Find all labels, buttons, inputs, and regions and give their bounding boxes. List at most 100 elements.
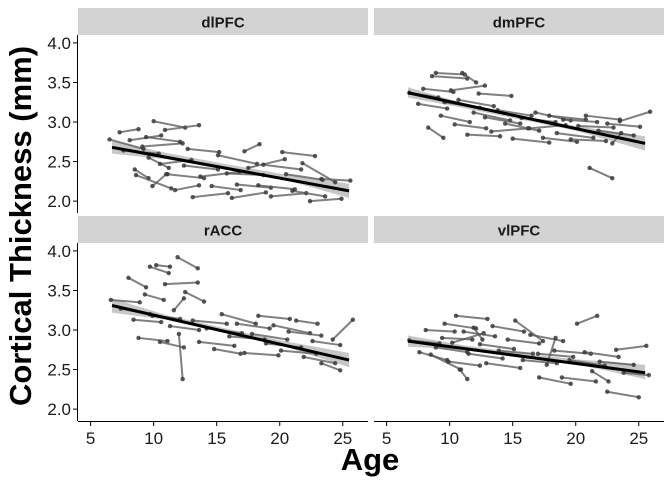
axes-group: 2.0 2.5 3.0 3.5 4.0 2.0 2.5 3.0 3.5 4.0 5 10 15 20 25 5… xyxy=(47,34,664,448)
subject-line-vlpfc-31 xyxy=(599,360,634,366)
subject-line-racc-17 xyxy=(198,340,235,347)
subject-line-dmpfc-6 xyxy=(440,114,471,123)
subject-line-dlpfc-33 xyxy=(309,197,342,203)
data-point-vlpfc-7-0 xyxy=(446,359,451,364)
data-point-vlpfc-18-1 xyxy=(536,341,542,346)
data-point-dlpfc-20-0 xyxy=(215,153,221,158)
data-point-vlpfc-5-0 xyxy=(439,335,445,341)
data-point-racc-14-1 xyxy=(180,376,185,382)
data-point-racc-16-0 xyxy=(190,318,195,323)
data-point-racc-11-1 xyxy=(196,327,202,333)
data-point-dmpfc-24-0 xyxy=(547,113,552,118)
data-point-vlpfc-29-1 xyxy=(616,354,621,360)
data-point-dmpfc-12-1 xyxy=(497,134,503,139)
data-point-dmpfc-19-1 xyxy=(547,140,552,145)
data-point-racc-4-0 xyxy=(136,335,141,341)
subject-line-vlpfc-17 xyxy=(498,349,533,355)
subject-line-vlpfc-7 xyxy=(448,360,481,367)
subject-line-racc-16 xyxy=(192,319,227,325)
data-point-dlpfc-8-0 xyxy=(146,155,151,160)
subject-line-dmpfc-15 xyxy=(484,116,521,125)
data-point-dlpfc-27-1 xyxy=(298,167,304,172)
data-point-dmpfc-15-0 xyxy=(482,115,488,120)
data-point-vlpfc-23-1 xyxy=(568,381,573,387)
x-axis-title: Age xyxy=(341,442,400,477)
subject-line-dlpfc-24 xyxy=(244,143,260,153)
subject-line-racc-30 xyxy=(295,319,318,325)
data-point-dmpfc-23-0 xyxy=(540,135,546,141)
data-point-dlpfc-33-1 xyxy=(339,196,344,201)
data-point-dlpfc-10-0 xyxy=(151,119,156,124)
data-point-racc-20-0 xyxy=(219,312,224,317)
data-point-dlpfc-25-0 xyxy=(246,165,251,171)
subject-line-dlpfc-25 xyxy=(247,158,286,169)
data-point-vlpfc-26-0 xyxy=(559,375,565,380)
data-point-vlpfc-21-0 xyxy=(528,332,533,337)
subject-line-racc-13 xyxy=(177,256,199,270)
subject-line-dlpfc-10 xyxy=(153,120,186,129)
data-point-dmpfc-15-1 xyxy=(518,121,523,126)
data-point-dmpfc-30-1 xyxy=(610,175,615,181)
data-point-dmpfc-11-0 xyxy=(460,70,465,76)
x-tick-label-col0-3: 20 xyxy=(270,429,289,448)
data-point-dmpfc-14-0 xyxy=(476,91,481,96)
subject-line-dlpfc-5 xyxy=(135,174,172,190)
strip-title-racc: rACC xyxy=(204,223,243,240)
data-point-vlpfc-11-1 xyxy=(492,334,498,339)
subject-line-racc-23 xyxy=(244,351,279,357)
y-tick-label-row1-3: 3.5 xyxy=(47,281,71,300)
data-point-racc-24-0 xyxy=(249,331,255,337)
subject-line-dlpfc-1 xyxy=(119,128,139,134)
data-point-dmpfc-9-1 xyxy=(484,126,489,131)
subject-line-racc-10 xyxy=(164,281,198,286)
data-point-dlpfc-21-0 xyxy=(224,171,229,176)
subject-line-vlpfc-27 xyxy=(569,359,605,367)
data-point-vlpfc-28-0 xyxy=(574,321,580,326)
data-point-vlpfc-22-0 xyxy=(535,351,541,356)
data-point-vlpfc-9-1 xyxy=(485,316,490,322)
panel-racc: rACC xyxy=(78,216,368,382)
data-point-dlpfc-32-1 xyxy=(333,179,338,185)
data-point-dmpfc-3-1 xyxy=(441,135,446,141)
subject-line-dmpfc-29 xyxy=(585,114,620,121)
data-point-dlpfc-3-0 xyxy=(127,138,132,143)
data-point-dmpfc-33-1 xyxy=(618,130,624,136)
data-point-racc-29-0 xyxy=(286,329,291,334)
data-point-racc-23-0 xyxy=(242,350,247,356)
subject-line-dlpfc-22 xyxy=(231,191,267,199)
data-point-racc-5-1 xyxy=(161,297,166,303)
data-point-vlpfc-16-0 xyxy=(490,323,495,329)
data-point-dlpfc-29-1 xyxy=(312,153,318,159)
data-point-racc-24-1 xyxy=(285,337,290,342)
subject-line-vlpfc-30 xyxy=(591,370,610,383)
data-point-dlpfc-17-0 xyxy=(190,194,195,200)
data-point-vlpfc-30-1 xyxy=(606,379,611,384)
subject-line-racc-4 xyxy=(138,336,168,343)
subject-line-vlpfc-19 xyxy=(514,319,544,342)
subject-line-vlpfc-16 xyxy=(492,325,525,333)
subject-line-racc-0 xyxy=(110,298,140,304)
data-point-dmpfc-34-1 xyxy=(647,109,653,114)
data-point-dmpfc-33-0 xyxy=(610,141,615,146)
data-point-racc-9-1 xyxy=(181,345,187,350)
data-point-dmpfc-29-0 xyxy=(583,113,589,118)
subject-line-dmpfc-28 xyxy=(578,124,614,129)
data-point-racc-14-0 xyxy=(176,331,182,337)
subject-line-racc-15 xyxy=(184,291,205,303)
data-point-racc-0-0 xyxy=(108,297,113,303)
data-point-dlpfc-14-0 xyxy=(172,187,178,193)
data-point-racc-25-0 xyxy=(256,313,261,318)
data-point-dlpfc-1-0 xyxy=(117,130,122,135)
data-point-vlpfc-18-0 xyxy=(505,337,510,342)
data-point-vlpfc-13-0 xyxy=(471,325,476,330)
strip-vlpfc xyxy=(374,216,664,243)
y-tick-label-row0-0: 2.0 xyxy=(47,192,71,211)
panels-group: dlPFC dmPFC rACC vlPFC xyxy=(78,8,664,400)
subject-line-dmpfc-9 xyxy=(454,123,487,130)
subject-line-racc-3 xyxy=(133,318,162,324)
data-point-dlpfc-0-0 xyxy=(107,137,112,142)
subject-line-vlpfc-14 xyxy=(479,343,515,350)
subject-line-dlpfc-9 xyxy=(151,173,167,187)
strip-dmpfc xyxy=(374,8,664,35)
data-point-vlpfc-31-0 xyxy=(597,359,602,364)
